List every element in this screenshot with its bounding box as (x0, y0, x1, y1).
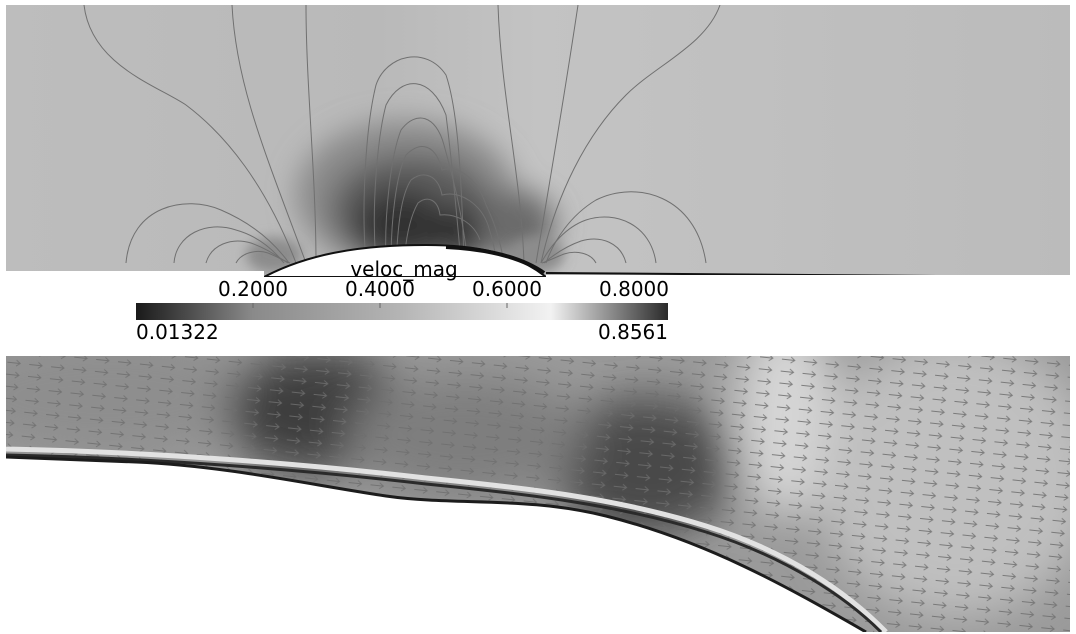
stagnation-spots (246, 237, 564, 273)
colorbar-tick-label: 0.8000 (599, 277, 669, 301)
vector-field-panel (6, 356, 1070, 632)
contour-lines (83, 5, 721, 264)
colorbar-tick-label: 0.4000 (345, 277, 415, 301)
colorbar-tick-label: 0.6000 (472, 277, 542, 301)
colorbar-tick-label: 0.2000 (218, 277, 288, 301)
color-legend: veloc_mag 0.2000 0.4000 0.6000 0.8000 0.… (136, 258, 672, 350)
wall-surface (6, 455, 867, 632)
contour-plot-panel (6, 5, 1070, 277)
velocity-glyphs (6, 356, 1070, 632)
bump-dark-edge (445, 245, 546, 275)
colorbar-max-label: 0.8561 (598, 320, 668, 344)
colorbar-gradient (136, 303, 668, 320)
colorbar-title: veloc_mag (350, 257, 458, 281)
colorbar-min-label: 0.01322 (136, 320, 219, 344)
boundary-layer-dark (6, 453, 883, 632)
boundary-layer-band (6, 446, 888, 632)
